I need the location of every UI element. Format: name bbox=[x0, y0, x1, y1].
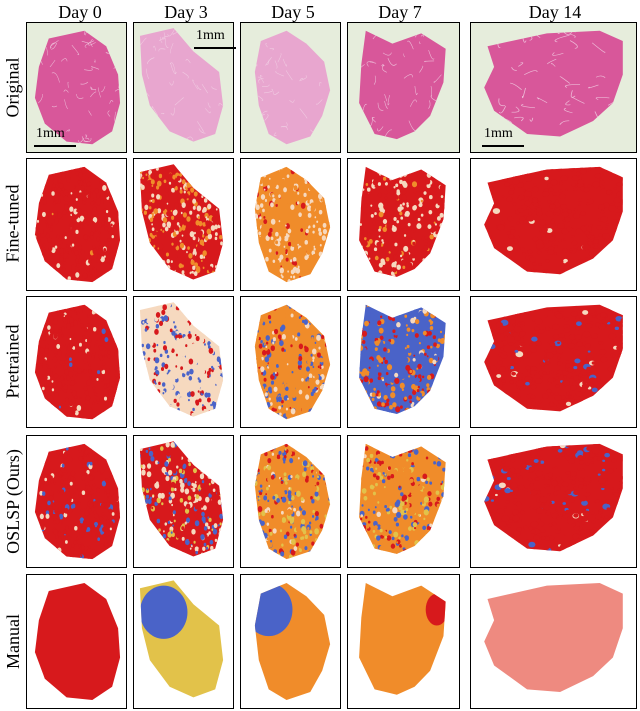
tissue-figure bbox=[34, 30, 121, 145]
tissue-figure bbox=[139, 164, 224, 280]
panel-oslsp-day3 bbox=[133, 435, 234, 568]
scale-label-day0: 1mm bbox=[36, 126, 65, 141]
tissue-figure bbox=[34, 304, 121, 420]
tissue-figure bbox=[359, 304, 446, 414]
panel-pretrained-day3 bbox=[133, 296, 234, 428]
tissue-figure bbox=[254, 443, 331, 560]
tissue-figure bbox=[34, 582, 121, 701]
panel-original-day14 bbox=[470, 22, 637, 153]
panel-fine-tuned-day14 bbox=[470, 158, 637, 291]
scale-bar-day14 bbox=[482, 145, 524, 147]
tissue-figure bbox=[254, 30, 331, 145]
tissue-section bbox=[484, 30, 623, 137]
panel-fine-tuned-day7 bbox=[347, 158, 460, 291]
tissue-figure bbox=[139, 580, 224, 698]
scale-label-day3: 1mm bbox=[196, 28, 225, 43]
col-header-day14: Day 14 bbox=[528, 2, 582, 22]
col-header-day0: Day 0 bbox=[58, 2, 102, 22]
panel-fine-tuned-day3 bbox=[133, 158, 234, 291]
tissue-section bbox=[359, 30, 446, 140]
annotation-region bbox=[484, 582, 623, 693]
panel-pretrained-day5 bbox=[240, 296, 341, 428]
row-label-original: Original bbox=[2, 57, 23, 117]
row-label-manual: Manual bbox=[2, 613, 23, 669]
panel-oslsp-day14 bbox=[470, 435, 637, 568]
panel-original-day5 bbox=[240, 22, 341, 153]
tissue-figure bbox=[359, 582, 446, 695]
panel-pretrained-day7 bbox=[347, 296, 460, 428]
panel-manual-day7 bbox=[347, 574, 460, 709]
panel-manual-day5 bbox=[240, 574, 341, 709]
panel-manual-day14 bbox=[470, 574, 637, 709]
col-header-day3: Day 3 bbox=[164, 2, 208, 22]
row-label-fine-tuned: Fine-tuned bbox=[2, 184, 23, 262]
panel-pretrained-day14 bbox=[470, 296, 637, 428]
tissue-section bbox=[254, 30, 331, 145]
annotation-region bbox=[139, 585, 188, 639]
panel-oslsp-day0 bbox=[26, 435, 127, 568]
tissue-figure bbox=[484, 166, 623, 275]
tissue-figure bbox=[359, 30, 446, 140]
tissue-figure bbox=[484, 443, 623, 552]
annotation-region bbox=[359, 582, 446, 695]
row-label-oslsp: OSLSP (Ours) bbox=[2, 448, 23, 554]
row-label-pretrained: Pretrained bbox=[2, 324, 23, 398]
segmentation-base bbox=[484, 443, 623, 552]
tissue-figure bbox=[359, 443, 446, 554]
annotation-region bbox=[425, 593, 446, 626]
annotation-region bbox=[34, 582, 121, 701]
tissue-figure bbox=[484, 30, 623, 137]
tissue-figure bbox=[139, 28, 224, 142]
panel-manual-day0 bbox=[26, 574, 127, 709]
scale-label-day14: 1mm bbox=[484, 126, 513, 141]
panel-original-day7 bbox=[347, 22, 460, 153]
col-header-day7: Day 7 bbox=[378, 2, 422, 22]
panel-pretrained-day0 bbox=[26, 296, 127, 428]
panel-original-day0 bbox=[26, 22, 127, 153]
panel-manual-day3 bbox=[133, 574, 234, 709]
col-header-day5: Day 5 bbox=[271, 2, 315, 22]
panel-original-day3 bbox=[133, 22, 234, 153]
tissue-section bbox=[34, 30, 121, 145]
scale-bar-day0 bbox=[34, 145, 76, 147]
tissue-figure bbox=[254, 582, 331, 701]
tissue-figure bbox=[139, 302, 224, 417]
tissue-section bbox=[139, 28, 224, 142]
tissue-figure bbox=[359, 166, 446, 277]
tissue-figure bbox=[34, 166, 121, 283]
tissue-figure bbox=[34, 443, 121, 560]
tissue-figure bbox=[254, 304, 331, 420]
panel-oslsp-day7 bbox=[347, 435, 460, 568]
panel-fine-tuned-day5 bbox=[240, 158, 341, 291]
tissue-figure bbox=[139, 441, 224, 557]
tissue-figure bbox=[254, 166, 331, 283]
panel-fine-tuned-day0 bbox=[26, 158, 127, 291]
tissue-figure bbox=[484, 582, 623, 693]
scale-bar-day3 bbox=[194, 47, 236, 49]
tissue-figure bbox=[484, 304, 623, 412]
panel-oslsp-day5 bbox=[240, 435, 341, 568]
annotation-region bbox=[254, 582, 293, 637]
